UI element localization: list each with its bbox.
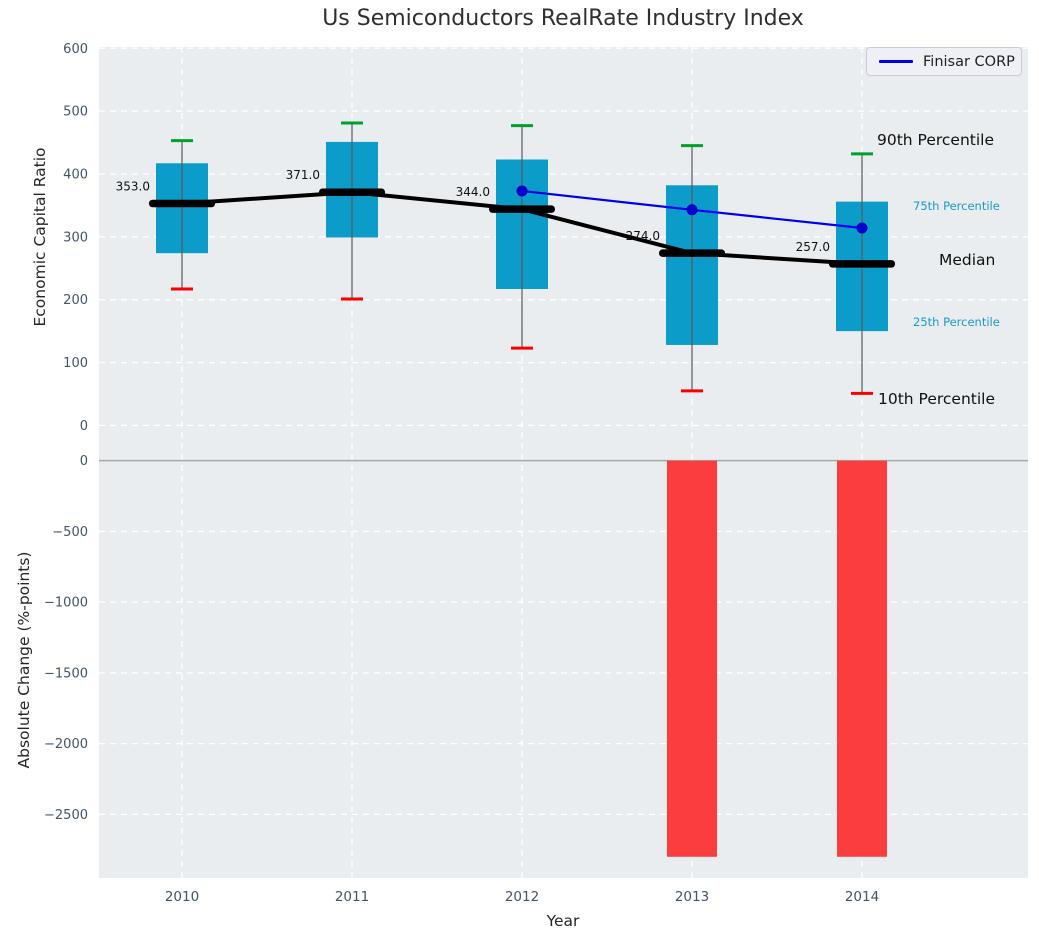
median-value-label-2014: 257.0	[796, 240, 830, 254]
finisar-point-2013	[686, 204, 698, 216]
x-tick-label-2013: 2013	[675, 889, 709, 905]
top-y-tick-label-600: 600	[63, 42, 88, 57]
median-marker-2011	[319, 188, 385, 196]
percentile-label-p25: 25th Percentile	[913, 314, 1000, 329]
x-tick-label-2010: 2010	[165, 889, 199, 905]
finisar-point-2014	[856, 222, 868, 234]
top-y-tick-label-300: 300	[63, 230, 88, 245]
chart-title: Us Semiconductors RealRate Industry Inde…	[322, 6, 804, 31]
top-y-tick-label-200: 200	[63, 293, 88, 308]
bottom-y-tick-label--1500: −1500	[44, 666, 88, 681]
change-bar-2013	[667, 460, 717, 857]
change-bar-2014	[837, 460, 887, 857]
bottom-y-tick-label--2000: −2000	[44, 737, 88, 752]
percentile-label-med: Median	[939, 251, 996, 270]
legend-label: Finisar CORP	[923, 53, 1015, 70]
median-marker-2014	[829, 260, 895, 268]
median-marker-2010	[149, 199, 215, 208]
top-y-tick-label-500: 500	[63, 105, 88, 120]
top-y-axis-label: Economic Capital Ratio	[31, 147, 49, 327]
finisar-point-2012	[516, 185, 528, 197]
top-y-tick-label-400: 400	[63, 167, 88, 182]
median-value-label-2010: 353.0	[116, 180, 150, 194]
legend-line-icon	[879, 60, 913, 63]
median-marker-2013	[659, 249, 725, 257]
bottom-y-axis-label: Absolute Change (%-points)	[15, 551, 33, 769]
bottom-y-tick-label--1000: −1000	[44, 596, 88, 611]
median-value-label-2011: 371.0	[286, 168, 320, 182]
top-y-tick-label-0: 0	[80, 419, 88, 434]
bottom-y-tick-label--500: −500	[52, 525, 88, 540]
plot-background	[99, 47, 1028, 878]
percentile-label-p90: 90th Percentile	[877, 131, 995, 150]
top-y-tick-label-100: 100	[63, 356, 88, 371]
legend: Finisar CORP	[866, 47, 1022, 76]
x-tick-label-2011: 2011	[335, 889, 369, 905]
percentile-label-p10: 10th Percentile	[878, 390, 996, 408]
x-axis-label: Year	[546, 912, 580, 930]
bottom-y-tick-label-0: 0	[80, 454, 88, 469]
bottom-y-tick-label--2500: −2500	[44, 808, 88, 823]
x-tick-label-2012: 2012	[505, 889, 539, 905]
median-value-label-2012: 344.0	[456, 185, 490, 199]
median-value-label-2013: 274.0	[626, 229, 660, 243]
x-tick-label-2014: 2014	[845, 889, 879, 905]
median-marker-2012	[489, 205, 555, 213]
percentile-label-p75: 75th Percentile	[913, 199, 1000, 214]
